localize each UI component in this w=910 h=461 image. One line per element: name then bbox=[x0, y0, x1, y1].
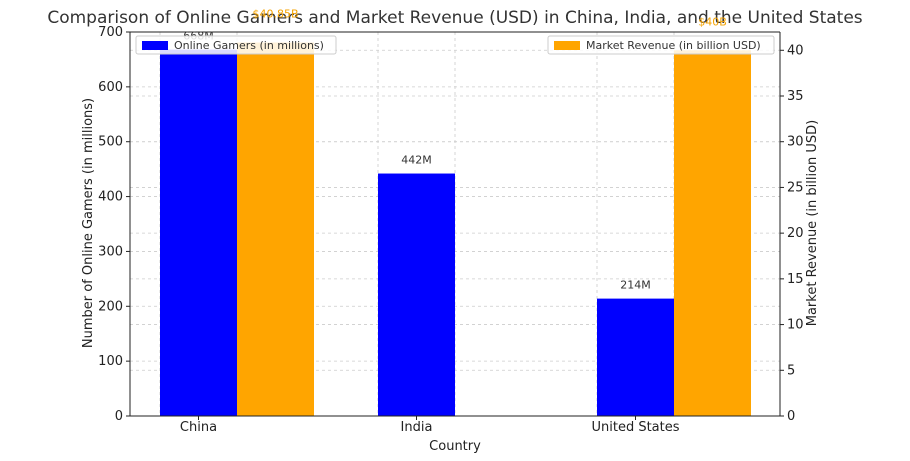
legend-gamers-swatch bbox=[142, 41, 168, 50]
bar-gamers-1 bbox=[378, 173, 455, 416]
legend-gamers: Online Gamers (in millions) bbox=[135, 35, 337, 55]
tick-label-left-100: 100 bbox=[98, 354, 123, 369]
tick-label-left-500: 500 bbox=[98, 135, 123, 150]
legend-revenue: Market Revenue (in billion USD) bbox=[547, 35, 775, 55]
tick-label-left-300: 300 bbox=[98, 244, 123, 259]
legend-revenue-swatch bbox=[554, 41, 580, 50]
legend-gamers-box bbox=[135, 35, 337, 55]
chart-title: Comparison of Online Gamers and Market R… bbox=[47, 8, 862, 28]
tick-label-right-15: 15 bbox=[787, 272, 804, 287]
tick-label-right-25: 25 bbox=[787, 180, 804, 195]
bar-gamers-0 bbox=[160, 49, 237, 416]
tick-label-left-700: 700 bbox=[98, 25, 123, 40]
tick-label-right-10: 10 bbox=[787, 318, 804, 333]
tick-label-left-600: 600 bbox=[98, 80, 123, 95]
tick-label-left-400: 400 bbox=[98, 190, 123, 205]
tick-label-right-5: 5 bbox=[787, 363, 795, 378]
data-label-gamers-2: 214M bbox=[620, 279, 651, 292]
data-label-gamers-1: 442M bbox=[401, 154, 432, 167]
tick-label-right-35: 35 bbox=[787, 89, 804, 104]
tick-label-left-0: 0 bbox=[115, 409, 123, 424]
bar-revenue-0 bbox=[237, 42, 314, 417]
data-label-revenue-2: $40B bbox=[698, 15, 727, 28]
bar-gamers-2 bbox=[597, 298, 674, 416]
tick-label-right-40: 40 bbox=[787, 43, 804, 58]
legend-revenue-box bbox=[547, 35, 775, 55]
tick-label-right-20: 20 bbox=[787, 226, 804, 241]
tick-label-left-200: 200 bbox=[98, 299, 123, 314]
legend-revenue-label: Market Revenue (in billion USD) bbox=[586, 39, 761, 52]
tick-label-right-0: 0 bbox=[787, 409, 795, 424]
bars-layer bbox=[160, 42, 751, 417]
data-label-revenue-0: $40.85B bbox=[252, 8, 298, 21]
x-axis-label: Country bbox=[429, 439, 481, 454]
tick-label-x-2: United States bbox=[591, 420, 679, 435]
y-axis-label-left: Number of Online Gamers (in millions) bbox=[81, 98, 96, 348]
bar-revenue-2 bbox=[674, 50, 751, 417]
legend-gamers-label: Online Gamers (in millions) bbox=[174, 39, 324, 52]
axes-layer: 0 100 200 300 400 500 600 700 0 5 10 15 20 25 30 35 40 Ch… bbox=[98, 25, 803, 435]
y-axis-label-right: Market Revenue (in billion USD) bbox=[805, 120, 820, 327]
tick-label-x-0: China bbox=[180, 420, 217, 435]
tick-label-x-1: India bbox=[401, 420, 433, 435]
tick-label-right-30: 30 bbox=[787, 135, 804, 150]
